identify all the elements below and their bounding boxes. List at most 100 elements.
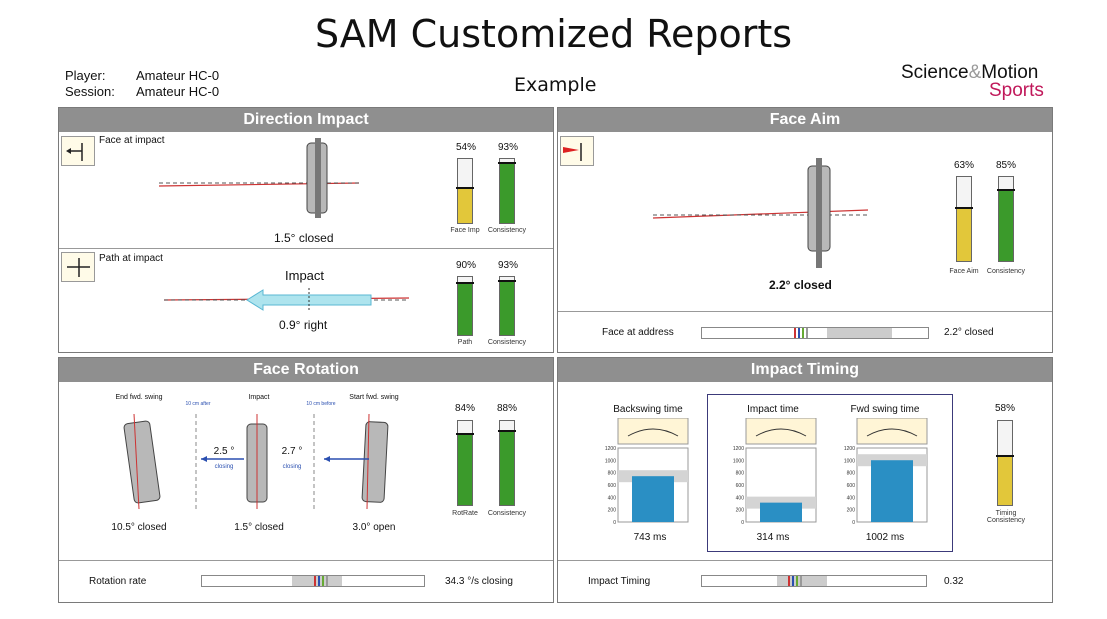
fwd-swing-ytick: 400 — [847, 495, 856, 501]
fwd-swing-swing-arc — [866, 428, 918, 437]
rotation-closing-2: 2.7 ° — [281, 446, 303, 457]
session-value: Amateur HC-0 — [136, 84, 220, 99]
impact-ytick: 1000 — [733, 458, 744, 464]
face-rotation-club-graphic — [123, 414, 389, 510]
fwd-swing-ytick: 0 — [852, 520, 855, 526]
rotation-consistency-pct: 88% — [496, 403, 517, 414]
player-value: Amateur HC-0 — [136, 68, 220, 83]
rotation-closing-1-sub: closing — [214, 464, 234, 470]
fwd-swing-swing-icon — [856, 418, 928, 445]
backswing-ytick: 1000 — [605, 458, 616, 464]
impact-time-label: Impact time — [747, 404, 799, 415]
face-aim-value: 2.2° closed — [769, 278, 832, 292]
brand-sports: Sports — [989, 80, 1044, 101]
face-consistency-bar-label: Consistency — [487, 227, 527, 234]
face-rotation-heading: Face Rotation — [59, 358, 553, 382]
path-impact-heading: Impact — [285, 268, 325, 283]
backswing-swing-arc — [627, 428, 679, 437]
backswing-ytick: 400 — [608, 495, 617, 501]
fwd-swing-value-bar — [871, 460, 913, 522]
face-address-value: 2.2° closed — [944, 327, 994, 338]
path-pct: 90% — [455, 260, 476, 271]
backswing-value-bar — [632, 476, 674, 522]
fwd-swing-ytick: 1000 — [844, 458, 855, 464]
face-aim-icon — [560, 136, 594, 166]
brand-science: Science — [901, 62, 969, 83]
backswing-histogram: 1200 1000 800 600 400 200 0 — [605, 418, 689, 526]
example-label: Example — [514, 74, 597, 96]
page-title: SAM Customized Reports — [314, 12, 793, 56]
face-aim-consistency-bar — [997, 176, 1015, 262]
end-fwd-swing-label: End fwd. swing — [115, 394, 163, 401]
session-label: Session: — [65, 84, 115, 99]
face-imp-bar — [456, 158, 474, 224]
backswing-ytick: 0 — [613, 520, 616, 526]
rotation-rate-value: 34.3 °/s closing — [445, 576, 513, 587]
timing-highlight-box — [707, 394, 953, 552]
backswing-time-label: Backswing time — [613, 404, 683, 415]
impact-timing-panel: Impact Timing Backswing time Impact time… — [557, 357, 1053, 603]
before-label: 10 cm before — [306, 401, 336, 407]
face-address-scale — [701, 327, 929, 339]
backswing-ytick: 1200 — [605, 446, 616, 452]
start-fwd-swing-label: Start fwd. swing — [349, 394, 399, 401]
fwd-swing-ytick: 1200 — [844, 446, 855, 452]
brand-motion: Motion — [981, 62, 1039, 83]
end-fwd-swing-value: 10.5° closed — [111, 522, 167, 533]
after-label: 10 cm after — [185, 401, 211, 407]
rotation-consistency-bar-label: Consistency — [487, 510, 527, 517]
timing-consistency-bar-label: Timing Consistency — [986, 510, 1026, 524]
path-impact-arrow-graphic — [163, 288, 410, 312]
backswing-ytick: 600 — [608, 483, 617, 489]
face-consistency-bar — [498, 158, 516, 224]
divider — [558, 560, 1052, 561]
divider — [558, 311, 1052, 312]
impact-ytick: 0 — [741, 520, 744, 526]
fwd-swing-ytick: 200 — [847, 508, 856, 514]
impact-timing-label: Impact Timing — [588, 576, 651, 587]
impact-ytick: 1200 — [733, 446, 744, 452]
face-impact-icon — [61, 136, 95, 166]
divider — [59, 248, 553, 249]
fwd-swing-histogram: 1200 1000 800 600 400 200 0 — [844, 418, 928, 526]
impact-timing-value: 0.32 — [944, 576, 964, 587]
timing-consistency-bar — [996, 420, 1014, 506]
direction-impact-heading: Direction Impact — [59, 108, 553, 132]
path-impact-label: Path at impact — [99, 253, 163, 264]
fwd-swing-time-value: 1002 ms — [865, 532, 905, 543]
rotation-rate-label: Rotation rate — [89, 576, 147, 587]
face-aim-bar — [955, 176, 973, 262]
rotation-consistency-bar — [498, 420, 516, 506]
fwd-swing-ytick: 600 — [847, 483, 856, 489]
impact-value-bar — [760, 502, 802, 522]
path-consistency-bar — [498, 276, 516, 336]
rotrate-pct: 84% — [454, 403, 475, 414]
face-address-label: Face at address — [602, 327, 674, 338]
face-imp-bar-label: Face Imp — [450, 227, 480, 234]
impact-timing-scale — [701, 575, 927, 587]
face-rotation-panel: Face Rotation End fwd. swing Impact Star… — [58, 357, 554, 603]
backswing-swing-icon — [617, 418, 689, 445]
face-aim-consistency-bar-label: Consistency — [986, 268, 1026, 275]
backswing-ytick: 800 — [608, 471, 617, 477]
face-aim-panel: Face Aim 2.2° closed 63% Face Aim 85% Co… — [557, 107, 1053, 353]
face-aim-club-graphic — [653, 158, 869, 268]
impact-timing-heading: Impact Timing — [558, 358, 1052, 382]
backswing-time-value: 743 ms — [633, 532, 667, 543]
impact-ytick: 200 — [736, 508, 745, 514]
face-aim-pct: 63% — [953, 160, 974, 171]
impact-time-value: 314 ms — [756, 532, 790, 543]
timing-consistency-pct: 58% — [994, 403, 1015, 414]
face-aim-heading: Face Aim — [558, 108, 1052, 132]
face-aim-consistency-pct: 85% — [995, 160, 1016, 171]
path-consistency-pct: 93% — [497, 260, 518, 271]
fwd-swing-ytick: 800 — [847, 471, 856, 477]
impact-label: Impact — [248, 394, 270, 401]
backswing-ytick: 200 — [608, 508, 617, 514]
path-impact-value: 0.9° right — [279, 318, 328, 332]
face-aim-bar-label: Face Aim — [949, 268, 979, 275]
divider — [59, 560, 553, 561]
player-label: Player: — [65, 68, 106, 83]
brand-amp: & — [968, 62, 982, 83]
path-impact-icon — [61, 252, 95, 282]
